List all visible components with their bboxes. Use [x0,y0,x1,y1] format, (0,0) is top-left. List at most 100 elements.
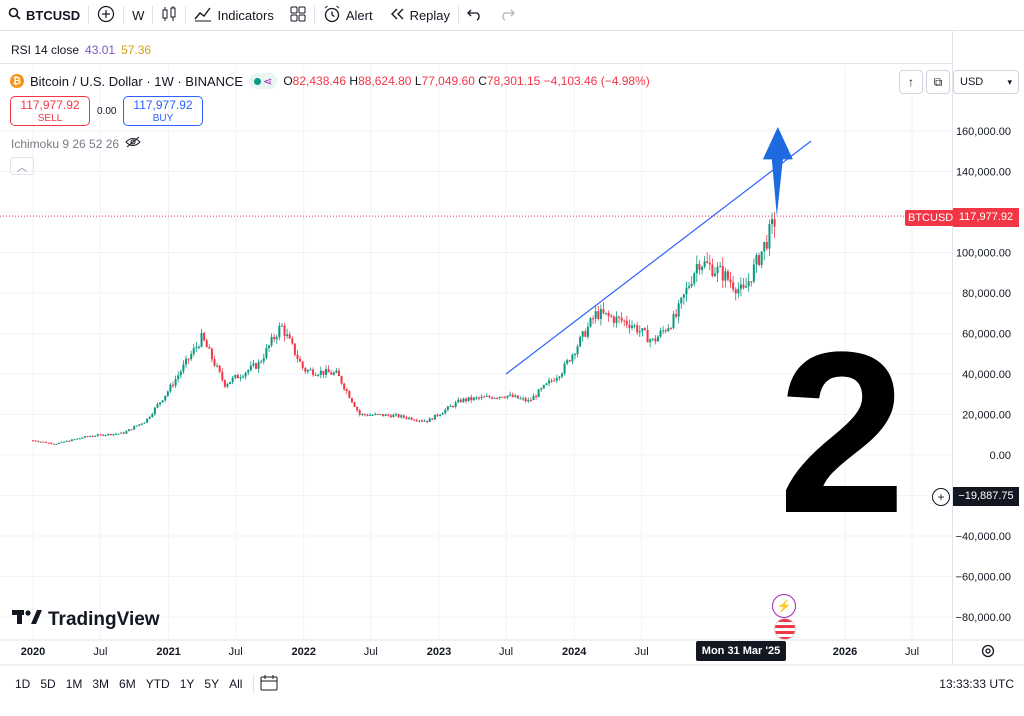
sell-button[interactable]: 117,977.92 SELL [10,96,90,126]
x-tick-label: 2026 [833,646,857,658]
eye-hidden-icon[interactable] [125,136,141,151]
annotation-number: 2 [778,304,906,561]
x-tick-label: Jul [905,646,919,658]
candle-body [382,414,385,416]
candle-body [348,391,351,399]
candle-body [32,440,34,442]
tradingview-logo: TradingView [12,608,160,632]
layouts-button[interactable] [282,0,314,30]
price-scale-area[interactable] [952,30,1024,665]
candle-body [47,442,50,444]
currency-select[interactable]: USD ▾ [953,70,1019,94]
buy-label: BUY [152,113,174,124]
candle-body [291,338,294,344]
candle-body [94,435,97,437]
timeframe-5y[interactable]: 5Y [204,677,220,691]
indicators-label: Indicators [217,7,274,23]
candle-body [612,316,615,323]
candle-body [356,406,359,411]
replay-button[interactable]: Replay [381,0,458,30]
candle-body [649,339,652,343]
share-icon: ⋖ [263,75,273,88]
candle-body [236,374,239,379]
interval-button[interactable]: W [124,0,152,30]
candle-body [143,422,146,424]
us-flag-event-icon[interactable] [774,618,796,640]
candle-body [449,406,452,408]
candle-body [548,380,551,384]
candle-body [65,440,68,442]
candle-body [708,262,711,265]
candle-body [50,442,53,444]
candle-body [89,435,92,437]
candle-body [345,389,348,392]
candle-body [558,376,561,379]
candle-body [636,325,639,333]
buy-button[interactable]: 117,977.92 BUY [123,96,203,126]
calendar-range-icon[interactable] [260,674,278,694]
candle-body [283,325,286,336]
add-alert-crosshair-button[interactable]: + [932,488,950,506]
candle-body [135,425,138,427]
y-tick-label: −60,000.00 [956,572,1011,584]
candle-body [729,279,732,283]
timeframe-ytd[interactable]: YTD [145,677,170,691]
timeframe-3m[interactable]: 3M [92,677,110,691]
candle-body [130,429,133,431]
candle-body [288,334,291,339]
timeframe-1y[interactable]: 1Y [179,677,195,691]
gear-icon[interactable] [980,643,996,659]
timeframe-1d[interactable]: 1D [15,677,31,691]
redo-button[interactable] [491,0,523,30]
candle-body [39,441,42,443]
symbol-search[interactable]: BTCUSD [0,0,88,30]
candle-body [91,435,94,437]
event-icon[interactable]: ⚡ [772,594,796,618]
candle-body [407,417,410,419]
candle-body [125,431,128,434]
candle-body [299,358,302,362]
crosshair-price-label: −19,887.75 [953,487,1019,506]
candle-body [343,383,346,390]
candle-body [273,337,276,340]
candle-body [426,420,429,423]
candle-body [203,332,206,341]
crosshair-date-label: Mon 31 Mar '25 [696,641,786,661]
candle-body [641,328,644,332]
candle-body [140,423,143,425]
alert-label: Alert [345,7,373,23]
timeframe-all[interactable]: All [229,677,243,691]
timeframe-1m[interactable]: 1M [65,677,83,691]
maximize-button[interactable]: ⧉ [926,70,950,94]
candle-body [68,440,71,442]
plus-circle-icon [97,5,115,26]
chart-type-button[interactable] [153,0,185,30]
candle-body [768,224,771,249]
candle-body [371,414,374,416]
candle-body [319,370,322,375]
timeframe-5d[interactable]: 5D [40,677,56,691]
timeframe-6m[interactable]: 6M [119,677,136,691]
candle-body [304,368,307,372]
market-status-pill[interactable]: ⋖ [249,73,278,89]
candle-body [763,241,766,252]
candle-body [361,413,364,415]
candle-body [444,409,447,414]
candle-body [773,219,776,227]
candle-body [325,368,328,375]
redo-icon [499,7,515,24]
scroll-up-button[interactable]: ↑ [899,70,923,94]
undo-button[interactable] [459,0,491,30]
candle-body [247,370,250,373]
utc-clock[interactable]: 13:33:33 UTC [939,677,1014,691]
indicators-button[interactable]: Indicators [186,0,281,30]
candle-body [81,437,84,439]
compare-button[interactable] [89,0,123,30]
candle-body [721,265,724,281]
candle-body [630,325,633,328]
candle-body [102,434,105,436]
collapse-legend-button[interactable]: ︿ [10,157,34,175]
alert-button[interactable]: Alert [315,0,381,30]
candle-body [480,396,483,398]
